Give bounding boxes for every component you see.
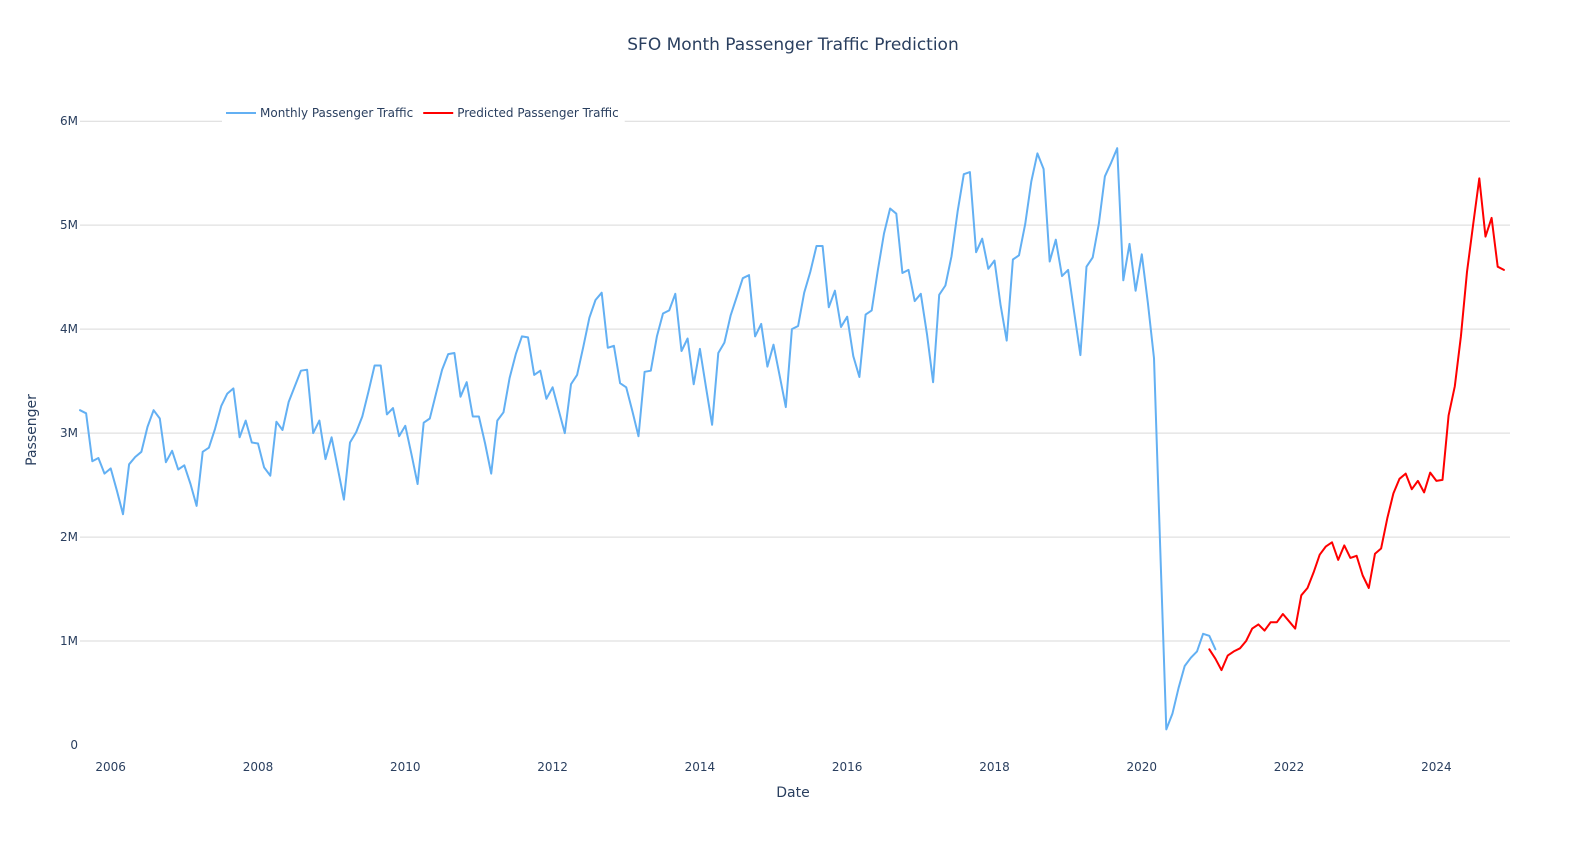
- y-tick-label: 6M: [60, 114, 78, 128]
- x-axis-title: Date: [776, 785, 809, 801]
- x-tick-label: 2024: [1421, 760, 1452, 774]
- y-tick-label: 0: [70, 738, 78, 752]
- y-axis-ticks: 0 1M 2M 3M 4M 5M 6M: [60, 114, 78, 752]
- x-tick-label: 2020: [1126, 760, 1157, 774]
- monthly-traffic-line: [79, 147, 1217, 731]
- y-axis-title: Passenger: [24, 394, 40, 466]
- legend-label: Predicted Passenger Traffic: [457, 106, 619, 120]
- x-tick-label: 2022: [1274, 760, 1305, 774]
- legend-item-predicted[interactable]: Predicted Passenger Traffic: [423, 106, 619, 120]
- x-tick-label: 2012: [537, 760, 568, 774]
- x-tick-label: 2010: [390, 760, 421, 774]
- legend[interactable]: Monthly Passenger Traffic Predicted Passe…: [222, 100, 625, 126]
- y-tick-label: 4M: [60, 322, 78, 336]
- predicted-traffic-line: [1208, 177, 1505, 672]
- x-tick-label: 2008: [243, 760, 274, 774]
- legend-item-monthly[interactable]: Monthly Passenger Traffic: [226, 106, 413, 120]
- x-tick-label: 2016: [832, 760, 863, 774]
- y-tick-label: 3M: [60, 426, 78, 440]
- y-tick-label: 5M: [60, 218, 78, 232]
- series-lines: [79, 147, 1505, 731]
- legend-label: Monthly Passenger Traffic: [260, 106, 413, 120]
- y-tick-label: 1M: [60, 634, 78, 648]
- y-tick-label: 2M: [60, 530, 78, 544]
- x-axis-ticks: 2006 2008 2010 2012 2014 2016 2018 2020 2022 2024: [95, 760, 1451, 774]
- x-tick-label: 2006: [95, 760, 126, 774]
- chart-title: SFO Month Passenger Traffic Prediction: [627, 35, 958, 55]
- grid-lines: [80, 120, 1510, 642]
- x-tick-label: 2014: [685, 760, 716, 774]
- x-tick-label: 2018: [979, 760, 1010, 774]
